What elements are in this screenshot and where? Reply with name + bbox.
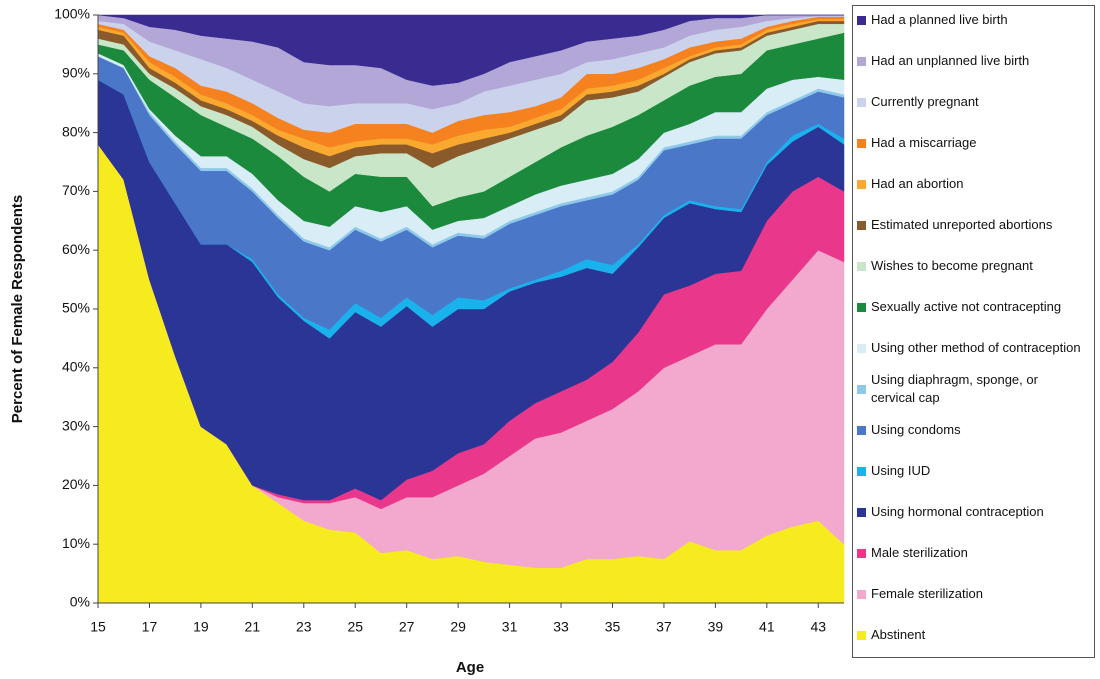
legend-swatch	[857, 507, 866, 517]
legend-swatch	[857, 343, 866, 353]
legend-label: Using other method of contraception	[871, 340, 1081, 355]
area	[97, 14, 844, 86]
plot-area	[97, 14, 845, 604]
legend-label: Currently pregnant	[871, 94, 979, 109]
legend-item: Using IUD	[857, 451, 1081, 491]
legend-item: Currently pregnant	[857, 82, 1081, 122]
y-tick-label: 40%	[62, 359, 90, 375]
legend-label: Had an unplanned live birth	[871, 53, 1030, 68]
legend-swatch	[857, 261, 866, 271]
x-tick-label: 17	[142, 619, 158, 635]
legend-label: Sexually active not contracepting	[871, 299, 1062, 314]
x-tick-label: 43	[810, 619, 826, 635]
legend-swatch	[857, 138, 866, 148]
legend-label: Had a miscarriage	[871, 135, 977, 150]
legend-item: Estimated unreported abortions	[857, 205, 1081, 245]
legend-label: Abstinent	[871, 627, 926, 642]
legend-swatch	[857, 630, 866, 640]
legend-swatch	[857, 302, 866, 312]
legend-swatch	[857, 97, 866, 107]
legend-swatch	[857, 179, 866, 189]
title-mask	[370, 0, 720, 14]
legend-swatch	[857, 548, 866, 558]
legend: Had a planned live birth Had an unplanned…	[852, 5, 1095, 658]
legend-swatch	[857, 15, 866, 25]
x-tick-label: 35	[605, 619, 621, 635]
legend-swatch	[857, 425, 866, 435]
x-tick-label: 19	[193, 619, 209, 635]
x-tick-label: 23	[296, 619, 312, 635]
y-tick-label: 30%	[62, 417, 90, 433]
legend-item: Using hormonal contraception	[857, 492, 1081, 532]
legend-label: Wishes to become pregnant	[871, 258, 1033, 273]
legend-item: Wishes to become pregnant	[857, 246, 1081, 286]
x-tick-label: 29	[450, 619, 466, 635]
legend-label: Estimated unreported abortions	[871, 217, 1053, 232]
legend-item: Using condoms	[857, 410, 1081, 450]
x-tick-label: 27	[399, 619, 415, 635]
legend-label: Had an abortion	[871, 176, 964, 191]
legend-item: Male sterilization	[857, 533, 1081, 573]
y-tick-label: 100%	[54, 6, 90, 22]
legend-swatch	[857, 56, 866, 66]
x-tick-label: 25	[347, 619, 363, 635]
legend-item: Female sterilization	[857, 574, 1081, 614]
legend-label: Female sterilization	[871, 586, 983, 601]
x-axis-title: Age	[456, 659, 484, 676]
legend-label: Using diaphragm, sponge, or cervical cap	[871, 372, 1038, 405]
legend-label: Using condoms	[871, 422, 961, 437]
y-tick-label: 80%	[62, 123, 90, 139]
legend-item: Abstinent	[857, 615, 1081, 655]
x-tick-label: 33	[553, 619, 569, 635]
legend-item: Sexually active not contracepting	[857, 287, 1081, 327]
legend-swatch	[857, 589, 866, 599]
y-axis-title: Percent of Female Respondents	[9, 195, 26, 423]
legend-item: Using other method of contraception	[857, 328, 1081, 368]
legend-item: Had a miscarriage	[857, 123, 1081, 163]
legend-label: Using IUD	[871, 463, 931, 478]
y-tick-label: 20%	[62, 476, 90, 492]
y-tick-label: 70%	[62, 182, 90, 198]
x-tick-label: 41	[759, 619, 775, 635]
legend-item: Had a planned live birth	[857, 0, 1081, 40]
legend-item: Using diaphragm, sponge, or cervical cap	[857, 369, 1081, 409]
x-tick-label: 15	[90, 619, 106, 635]
legend-swatch	[857, 384, 866, 394]
x-tick-label: 37	[656, 619, 672, 635]
x-tick-label: 21	[245, 619, 261, 635]
y-tick-label: 50%	[62, 300, 90, 316]
y-tick-label: 10%	[62, 535, 90, 551]
legend-label: Had a planned live birth	[871, 12, 1008, 27]
x-tick-label: 39	[708, 619, 724, 635]
legend-item: Had an abortion	[857, 164, 1081, 204]
legend-item: Had an unplanned live birth	[857, 41, 1081, 81]
legend-label: Using hormonal contraception	[871, 504, 1044, 519]
x-tick-label: 31	[502, 619, 518, 635]
legend-label: Male sterilization	[871, 545, 968, 560]
y-tick-label: 0%	[70, 594, 90, 610]
legend-swatch	[857, 220, 866, 230]
y-tick-label: 60%	[62, 241, 90, 257]
y-tick-label: 90%	[62, 65, 90, 81]
legend-swatch	[857, 466, 866, 476]
